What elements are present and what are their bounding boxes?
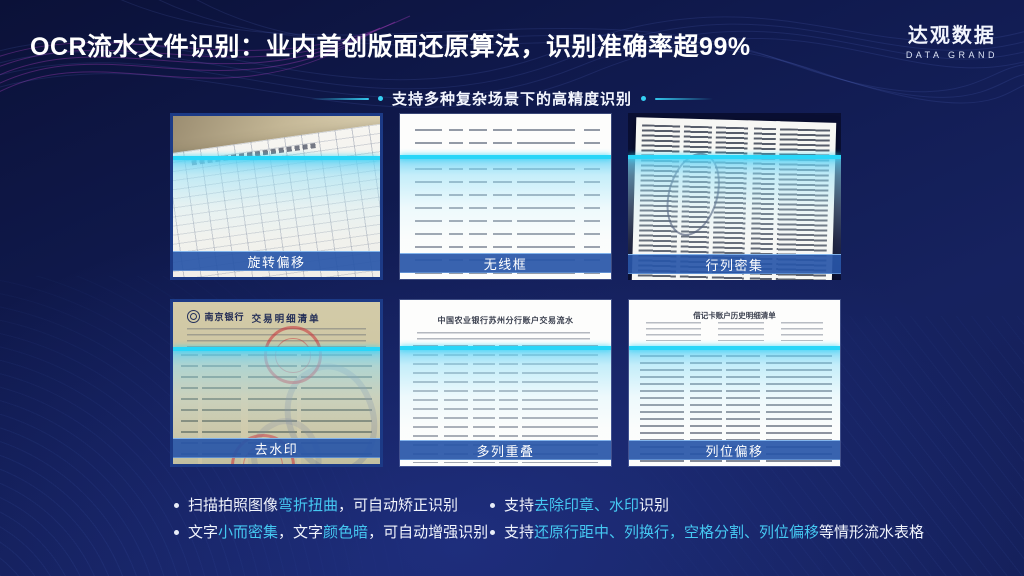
thumbnail-caption: 多列重叠 (400, 440, 611, 460)
bank-header: 南京银行 (187, 310, 245, 324)
subtitle-dot-right (641, 96, 646, 101)
bullet-list-left: 扫描拍照图像弯折扭曲，可自动矫正识别 文字小而密集，文字颜色暗，可自动增强识别 (174, 492, 488, 546)
page-title: OCR流水文件识别：业内首创版面还原算法，识别准确率超99% (30, 33, 751, 61)
brand-logo: 达观数据 DATA GRAND (906, 26, 998, 60)
thumbnail-column-offset: 借记卡账户历史明细清单 列位偏移 (628, 299, 841, 467)
statement-title: 中国农业银行苏州分行账户交易流水 (437, 315, 574, 325)
bullet-item: 支持去除印章、水印识别 (490, 492, 924, 519)
bullet-item: 支持还原行距中、列换行，空格分割、列位偏移等情形流水表格 (490, 519, 924, 546)
statement-title: 借记卡账户历史明细清单 (693, 310, 776, 320)
thumbnail-watermark-removal: 南京银行 交易明细清单 去水印 (170, 299, 383, 467)
bullet-dot (174, 503, 179, 508)
thumbnail-caption: 行列密集 (628, 254, 841, 274)
thumbnail-caption: 无线框 (400, 253, 611, 273)
subtitle-dot-left (377, 96, 383, 101)
subtitle-text: 支持多种复杂场景下的高精度识别 (391, 91, 632, 108)
brand-logo-en: DATA GRAND (905, 50, 998, 60)
subtitle-row: 支持多种复杂场景下的高精度识别 (0, 88, 1024, 109)
bullet-dot (490, 530, 495, 535)
bullet-dot (490, 503, 495, 508)
bullet-item: 扫描拍照图像弯折扭曲，可自动矫正识别 (174, 492, 488, 519)
thumbnail-column-overlap: 中国农业银行苏州分行账户交易流水 多列重叠 (399, 299, 612, 467)
bank-name: 南京银行 (204, 312, 245, 323)
thumbnail-borderless-table: 无线框 (399, 113, 612, 280)
bullet-dot (174, 530, 179, 535)
bullet-list-right: 支持去除印章、水印识别 支持还原行距中、列换行，空格分割、列位偏移等情形流水表格 (490, 492, 924, 546)
brand-logo-cn: 达观数据 (907, 25, 996, 47)
thumbnail-rotation-offset: 旋转偏移 (170, 113, 383, 280)
subtitle-line-right (655, 97, 713, 100)
bank-logo-icon (187, 310, 201, 324)
thumbnail-grid: 旋转偏移 无线框 (170, 113, 841, 467)
thumbnail-caption: 去水印 (173, 438, 380, 458)
thumbnail-caption: 旋转偏移 (173, 251, 380, 271)
bullet-item: 文字小而密集，文字颜色暗，可自动增强识别 (174, 519, 488, 546)
subtitle-line-left (310, 97, 369, 100)
thumbnail-dense-rows: 行列密集 (628, 113, 841, 280)
thumbnail-caption: 列位偏移 (629, 440, 840, 460)
statement-title: 交易明细清单 (251, 313, 321, 325)
